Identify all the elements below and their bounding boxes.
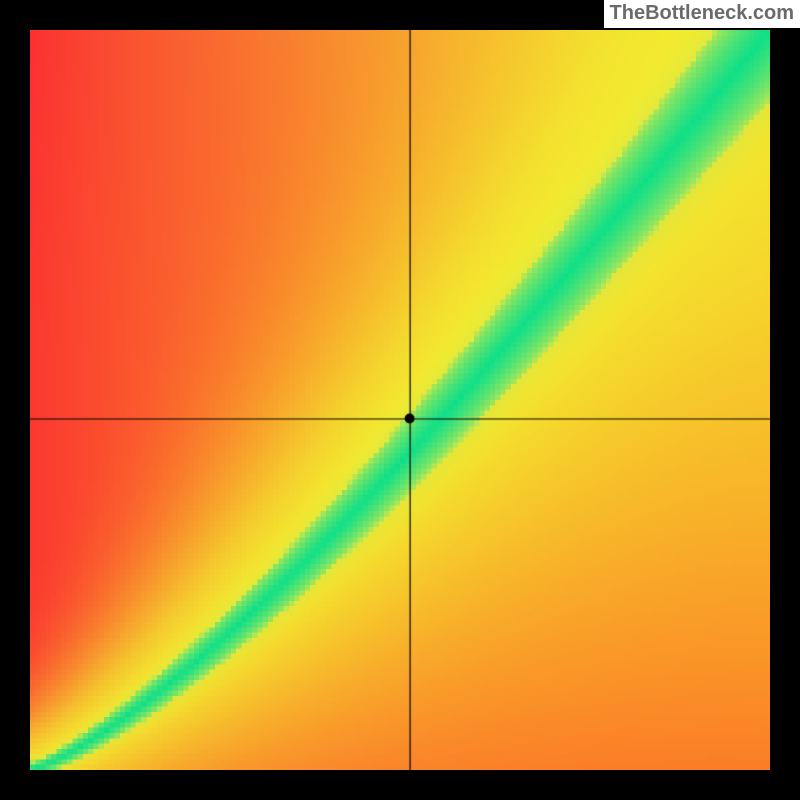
attribution-label: TheBottleneck.com xyxy=(604,0,800,28)
bottleneck-heatmap xyxy=(30,30,770,770)
chart-container: TheBottleneck.com xyxy=(0,0,800,800)
